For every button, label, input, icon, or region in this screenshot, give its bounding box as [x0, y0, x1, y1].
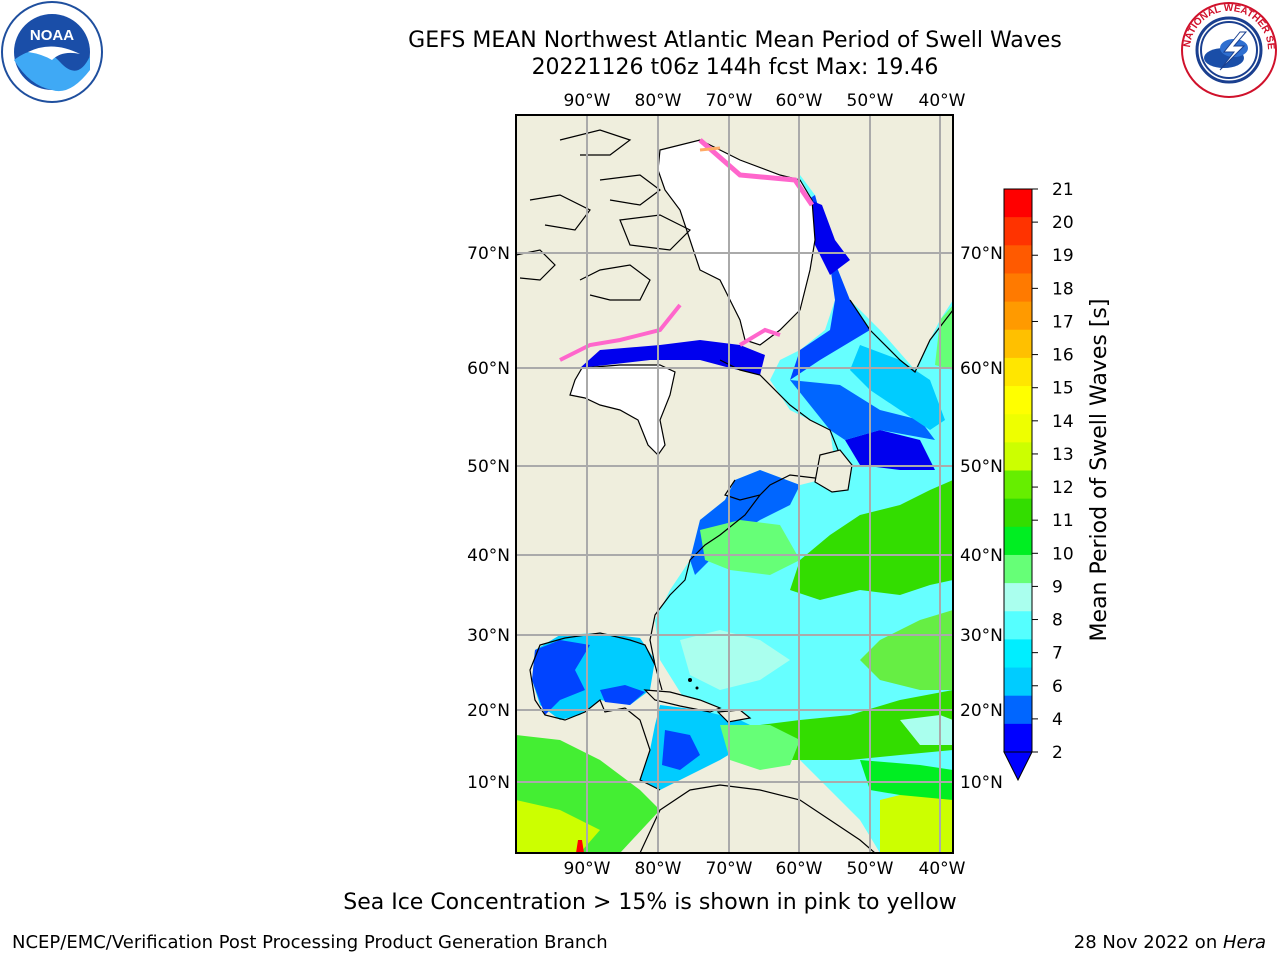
forecast-subtitle: 20221126 t06z 144h fcst Max: 19.46 — [531, 55, 939, 80]
colorbar-swatch — [1004, 414, 1032, 443]
colorbar-swatch — [1004, 217, 1032, 246]
lon-label-top: 90°W — [564, 91, 611, 111]
colorbar-tick-label: 8 — [1052, 611, 1063, 631]
colorbar-tick-label: 12 — [1052, 478, 1074, 498]
lat-label-right: 70°N — [960, 244, 1003, 264]
colorbar-swatch — [1004, 554, 1032, 584]
colorbar-tick-label: 17 — [1052, 312, 1074, 332]
lat-label-right: 10°N — [960, 773, 1003, 793]
noaa-logo: NOAA — [1, 1, 103, 103]
colorbar-ticks: 21 20 19 18 17 16 15 14 13 12 11 10 9 8 7 6 4 2 — [1032, 180, 1074, 763]
colorbar-tick-label: 18 — [1052, 279, 1074, 299]
lat-label-left: 50°N — [467, 457, 510, 477]
colorbar-tick-label: 11 — [1052, 511, 1074, 531]
lat-label-right: 30°N — [960, 626, 1003, 646]
lon-label-bottom: 90°W — [564, 859, 611, 879]
lat-label-right: 60°N — [960, 359, 1003, 379]
colorbar-tick-label: 4 — [1052, 710, 1063, 730]
colorbar-swatch — [1004, 189, 1032, 218]
colorbar-swatch — [1004, 611, 1032, 640]
lon-label-top: 80°W — [635, 91, 682, 111]
colorbar-tick-label: 10 — [1052, 544, 1074, 564]
colorbar-tick-label: 21 — [1052, 180, 1074, 200]
colorbar-swatch — [1004, 583, 1032, 612]
colorbar-swatch — [1004, 357, 1032, 387]
colorbar-swatch — [1004, 695, 1032, 725]
sea-ice-note: Sea Ice Concentration > 15% is shown in … — [343, 890, 957, 915]
footer-date-text: 28 Nov 2022 on — [1073, 932, 1223, 953]
colorbar-swatch — [1004, 386, 1032, 415]
colorbar-swatch — [1004, 526, 1032, 556]
nws-logo: NATIONAL WEATHER SERVICE — [1178, 0, 1277, 98]
colorbar-swatch — [1004, 723, 1032, 753]
colorbar-tick-label: 20 — [1052, 213, 1074, 233]
colorbar-tick-label: 13 — [1052, 445, 1074, 465]
colorbar-tick-label: 19 — [1052, 246, 1074, 266]
colorbar-tick-label: 7 — [1052, 644, 1063, 664]
lon-label-bottom: 60°W — [776, 859, 823, 879]
colorbar-swatch — [1004, 329, 1032, 359]
map-frame — [515, 114, 954, 854]
colorbar-swatch — [1004, 301, 1032, 331]
colorbar-tick-label: 14 — [1052, 412, 1074, 432]
lat-label-right: 40°N — [960, 546, 1003, 566]
colorbar-swatch — [1004, 470, 1032, 500]
lon-label-top: 60°W — [776, 91, 823, 111]
footer-system: Hera — [1222, 932, 1266, 953]
colorbar-tick-label: 2 — [1052, 743, 1063, 763]
colorbar-tick-label: 15 — [1052, 379, 1074, 399]
lat-label-left: 30°N — [467, 626, 510, 646]
colorbar-swatch — [1004, 442, 1032, 471]
colorbar-swatch — [1004, 245, 1032, 274]
lat-label-left: 20°N — [467, 701, 510, 721]
lat-label-left: 40°N — [467, 546, 510, 566]
map-title: GEFS MEAN Northwest Atlantic Mean Period… — [408, 28, 1062, 53]
footer-date: 28 Nov 2022 on Hera — [1074, 932, 1266, 953]
footer-branch: NCEP/EMC/Verification Post Processing Pr… — [12, 932, 608, 953]
colorbar-swatch — [1004, 273, 1032, 303]
colorbar-tick-label: 9 — [1052, 577, 1063, 597]
colorbar-swatch — [1004, 667, 1032, 697]
lat-label-right: 20°N — [960, 701, 1003, 721]
colorbar-tick-label: 16 — [1052, 346, 1074, 366]
lat-label-left: 70°N — [467, 244, 510, 264]
colorbar-swatch — [1004, 498, 1032, 528]
lat-label-left: 10°N — [467, 773, 510, 793]
lon-label-bottom: 70°W — [706, 859, 753, 879]
colorbar-extend-arrow — [1003, 751, 1033, 782]
colorbar-tick-label: 6 — [1052, 677, 1063, 697]
lon-label-bottom: 50°W — [847, 859, 894, 879]
lon-label-top: 40°W — [919, 91, 966, 111]
greenland-ice — [657, 139, 816, 346]
colorbar-frame — [1003, 188, 1033, 753]
colorbar-swatch — [1004, 639, 1032, 669]
map-area — [516, 115, 953, 853]
graticule — [516, 115, 953, 853]
colorbar-label: Mean Period of Swell Waves [s] — [1087, 299, 1112, 642]
noaa-logo-text: NOAA — [30, 27, 74, 44]
lon-label-top: 70°W — [706, 91, 753, 111]
lon-label-bottom: 40°W — [919, 859, 966, 879]
lon-label-top: 50°W — [847, 91, 894, 111]
colorbar — [1003, 188, 1033, 782]
lat-label-right: 50°N — [960, 457, 1003, 477]
lat-label-left: 60°N — [467, 359, 510, 379]
lon-label-bottom: 80°W — [635, 859, 682, 879]
